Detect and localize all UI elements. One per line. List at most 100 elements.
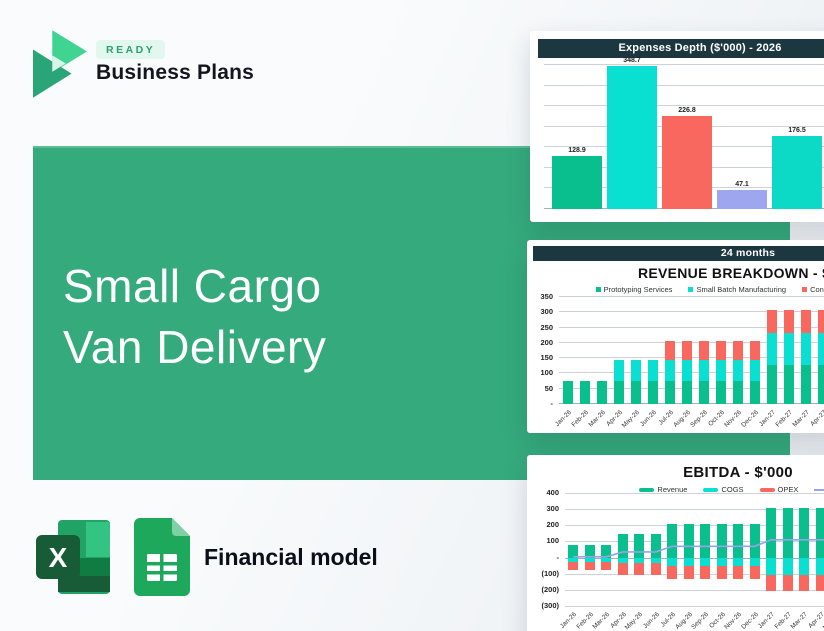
y-tick-label: 50 — [544, 383, 553, 393]
bar-value-label: 47.1 — [735, 180, 749, 188]
files-label: Financial model — [204, 544, 378, 570]
revenue-y-axis: 350 300 250 200 150 100 50 - — [535, 293, 555, 408]
bar-segment — [584, 557, 595, 562]
bar-segment — [617, 563, 628, 576]
y-tick-label: 150 — [540, 353, 553, 363]
bar-segment — [817, 310, 824, 334]
gridline — [559, 311, 824, 313]
legend-item: Prototyping Services — [595, 285, 672, 294]
bar-segment — [716, 565, 727, 580]
bar-segment — [733, 524, 744, 558]
stacked-bar — [714, 493, 731, 606]
bar-segment — [568, 557, 579, 562]
bar-segment — [683, 524, 694, 558]
stacked-bar — [796, 493, 813, 606]
bar-segment — [732, 381, 743, 404]
stacked-bar — [797, 297, 814, 404]
stacked-bar — [565, 493, 582, 606]
revenue-chart-card: 24 months REVENUE BREAKDOWN - $'000 Prot… — [527, 240, 824, 433]
bar-segment — [601, 545, 612, 558]
stacked-bar — [697, 493, 714, 606]
bar-wrapper: 47.1 — [717, 181, 767, 209]
bar-segment — [634, 563, 645, 576]
stacked-bar — [730, 493, 747, 606]
gridline — [565, 509, 824, 511]
legend-label: OPEX — [777, 485, 799, 494]
stacked-bar — [747, 493, 764, 606]
bar-segment — [800, 333, 811, 365]
gridline — [559, 357, 824, 359]
gridline — [565, 606, 824, 607]
bar-segment — [815, 557, 824, 575]
brand-header: READY Business Plans — [33, 30, 293, 100]
stacked-bar — [813, 493, 824, 606]
bar-segment — [664, 341, 675, 360]
stacked-bar — [695, 297, 712, 404]
bar-segment — [766, 310, 777, 334]
legend-item: OPEX — [759, 485, 799, 494]
bar-segment — [681, 381, 692, 404]
ready-badge: READY — [96, 40, 166, 59]
gridline — [559, 372, 824, 374]
bar-segment — [601, 557, 612, 562]
bar-segment — [683, 565, 694, 580]
bar-segment — [749, 359, 760, 382]
bar-segment — [715, 359, 726, 382]
bar-segment — [650, 557, 661, 564]
brand-wordmark: Business Plans — [96, 61, 255, 84]
gridline — [544, 105, 824, 107]
bar-segment — [667, 565, 678, 580]
revenue-chart-legend: Prototyping Services Small Batch Manufact… — [527, 285, 824, 294]
stacked-bar — [664, 493, 681, 606]
bar-value-label: 128.9 — [568, 146, 586, 154]
gridline — [565, 525, 824, 527]
gridline — [565, 573, 824, 575]
logo-play-icon — [33, 30, 87, 98]
ebitda-zero-line — [573, 539, 824, 558]
y-tick-label: (200) — [541, 584, 559, 594]
y-tick-label: 100 — [540, 368, 553, 378]
legend-item: Revenue — [639, 485, 687, 494]
revenue-chart-title: REVENUE BREAKDOWN - $'000 — [637, 265, 824, 281]
y-tick-label: 100 — [546, 536, 559, 546]
bar-segment — [799, 557, 810, 575]
bar-segment — [601, 561, 612, 570]
legend-swatch — [759, 487, 775, 492]
bar-segment — [715, 341, 726, 360]
bar-segment — [749, 557, 760, 566]
gridline — [559, 296, 824, 297]
legend-swatch — [595, 287, 601, 292]
bar-segment — [782, 574, 793, 592]
hero-title: Small Cargo Van Delivery — [63, 256, 326, 378]
gridline — [565, 557, 824, 559]
y-tick-label: - — [550, 399, 554, 408]
stacked-bar — [593, 297, 610, 404]
bar-segment — [650, 563, 661, 576]
bar-segment — [732, 359, 743, 382]
bar-segment — [681, 359, 692, 382]
stacked-bar — [729, 297, 746, 404]
ebitda-chart-title: EBITDA - $'000 — [683, 464, 793, 481]
bar-segment — [749, 341, 760, 360]
bar-segment — [783, 364, 794, 404]
stacked-bar — [681, 493, 698, 606]
legend-swatch — [639, 487, 655, 492]
bar-segment — [782, 507, 793, 558]
stacked-bar — [814, 297, 824, 404]
stacked-bar — [644, 297, 661, 404]
bar — [662, 115, 712, 209]
hero-title-line2: Van Delivery — [63, 321, 327, 373]
bar-segment — [617, 534, 628, 558]
ebitda-y-axis: 400 300 200 100 - (100) (200) (300) — [535, 489, 561, 610]
bar-wrapper: 348.7 — [607, 57, 657, 209]
bar-value-label: 176.5 — [788, 127, 806, 135]
bar-segment — [766, 507, 777, 558]
stacked-bar — [763, 297, 780, 404]
revenue-plot-area: Jan-26 Feb-26 Mar-26 Apr-26 May-26 Jun-26 Jul-… — [553, 296, 824, 429]
bar-segment — [647, 381, 658, 404]
bar-segment — [815, 574, 824, 592]
bar-segment — [749, 381, 760, 404]
bar-segment — [681, 341, 692, 360]
y-tick-label: - — [556, 552, 560, 562]
expenses-chart-card: Expenses Depth ($'000) - 2026 128.9 348.7… — [530, 31, 824, 222]
